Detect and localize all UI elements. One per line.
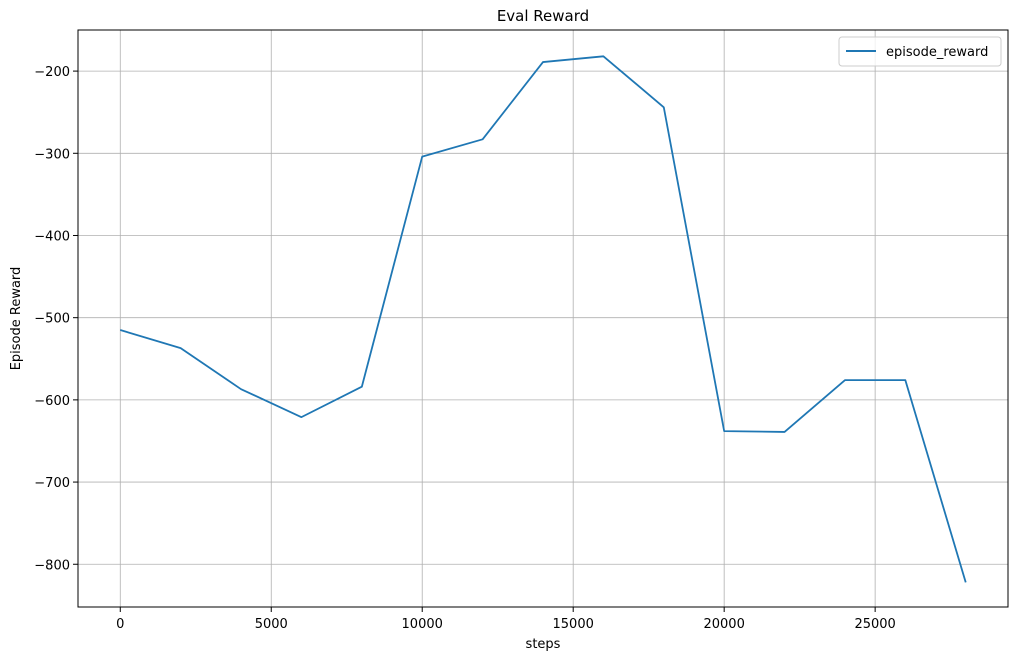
x-axis-label: steps [526, 637, 561, 652]
y-tick-label: −400 [34, 229, 70, 244]
legend-box [838, 36, 1002, 67]
plot-frame [77, 29, 1009, 608]
legend: episode_reward [838, 36, 1002, 67]
y-tick-label: −600 [34, 394, 70, 409]
series-line [120, 55, 967, 583]
x-tick-label: 15000 [553, 617, 594, 632]
y-axis-label: Episode Reward [9, 267, 24, 371]
x-tick-label: 5000 [255, 617, 288, 632]
x-tick-label: 20000 [703, 617, 744, 632]
ticks: 0 5000 10000 15000 20000 25000 −200 −300 −400 −50… [34, 65, 896, 632]
y-tick-label: −700 [34, 476, 70, 491]
y-tick-label: −300 [34, 147, 70, 162]
chart-title: Eval Reward [497, 7, 589, 25]
x-tick-label: 25000 [854, 617, 895, 632]
y-tick-label: −800 [34, 558, 70, 573]
x-tick-label: 0 [116, 617, 124, 632]
y-tick-label: −500 [34, 312, 70, 327]
legend-label: episode_reward [886, 45, 988, 60]
series-layer [120, 55, 967, 583]
y-tick-label: −200 [34, 65, 70, 80]
grid [78, 30, 1008, 607]
x-tick-label: 10000 [402, 617, 443, 632]
